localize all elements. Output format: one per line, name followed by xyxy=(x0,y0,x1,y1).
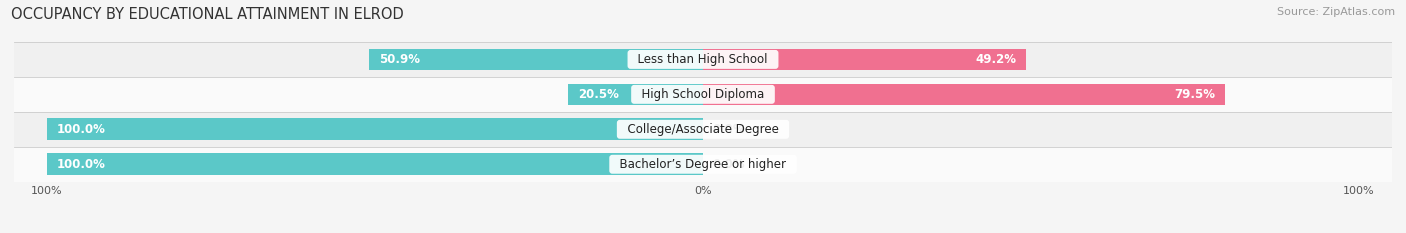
Text: 49.2%: 49.2% xyxy=(974,53,1017,66)
Bar xyxy=(703,49,1026,70)
Bar xyxy=(14,147,1392,182)
Text: Bachelor’s Degree or higher: Bachelor’s Degree or higher xyxy=(612,158,794,171)
Text: 0.0%: 0.0% xyxy=(713,123,745,136)
Bar xyxy=(703,84,1225,105)
Text: 20.5%: 20.5% xyxy=(578,88,619,101)
Text: 79.5%: 79.5% xyxy=(1174,88,1215,101)
Bar xyxy=(46,154,703,175)
Bar xyxy=(568,84,703,105)
Text: 100.0%: 100.0% xyxy=(56,123,105,136)
Text: Source: ZipAtlas.com: Source: ZipAtlas.com xyxy=(1277,7,1395,17)
Bar xyxy=(46,118,703,140)
Bar xyxy=(14,42,1392,77)
Bar xyxy=(14,77,1392,112)
Text: 50.9%: 50.9% xyxy=(378,53,420,66)
Text: College/Associate Degree: College/Associate Degree xyxy=(620,123,786,136)
Text: 100.0%: 100.0% xyxy=(56,158,105,171)
Text: 0.0%: 0.0% xyxy=(713,158,745,171)
Text: OCCUPANCY BY EDUCATIONAL ATTAINMENT IN ELROD: OCCUPANCY BY EDUCATIONAL ATTAINMENT IN E… xyxy=(11,7,404,22)
Text: Less than High School: Less than High School xyxy=(630,53,776,66)
Bar xyxy=(368,49,703,70)
Bar xyxy=(14,112,1392,147)
Text: High School Diploma: High School Diploma xyxy=(634,88,772,101)
